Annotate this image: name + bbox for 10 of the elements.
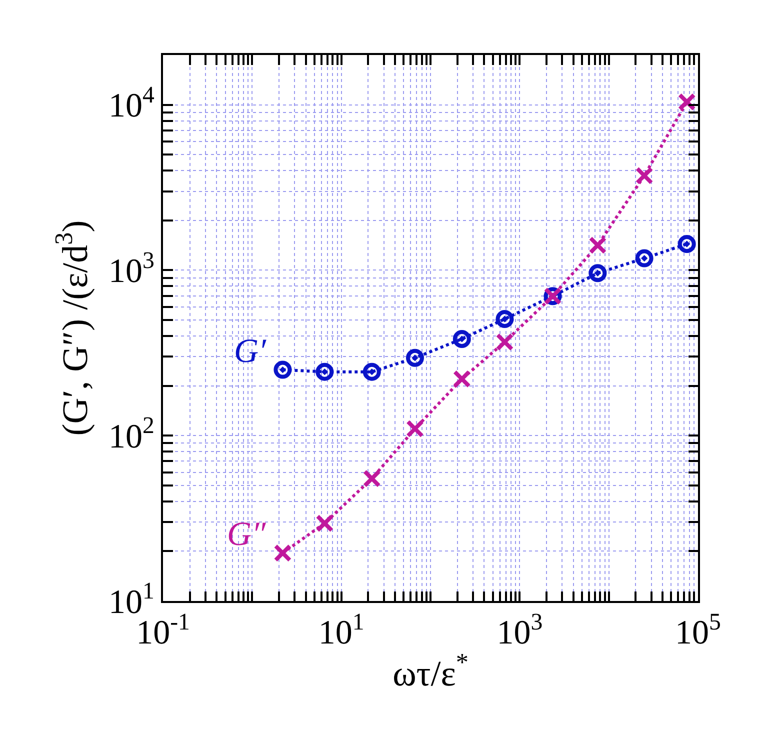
series-label: G′ bbox=[234, 333, 267, 370]
y-tick-label: 10$^{4}$ bbox=[108, 82, 155, 125]
series-label: G″ bbox=[227, 516, 267, 553]
x-tick-label: 10$^{1}$ bbox=[318, 609, 364, 652]
y-tick-label: 10$^{1}$ bbox=[108, 578, 154, 621]
y-tick-label: 10$^{3}$ bbox=[108, 248, 154, 290]
y-tick-label: 10$^{2}$ bbox=[108, 413, 154, 456]
x-tick-label: 10$^{5}$ bbox=[675, 609, 721, 652]
x-tick-label: 10$^{3}$ bbox=[496, 609, 543, 652]
x-axis-title: ωτ/ε$^{*}$ bbox=[392, 650, 468, 694]
